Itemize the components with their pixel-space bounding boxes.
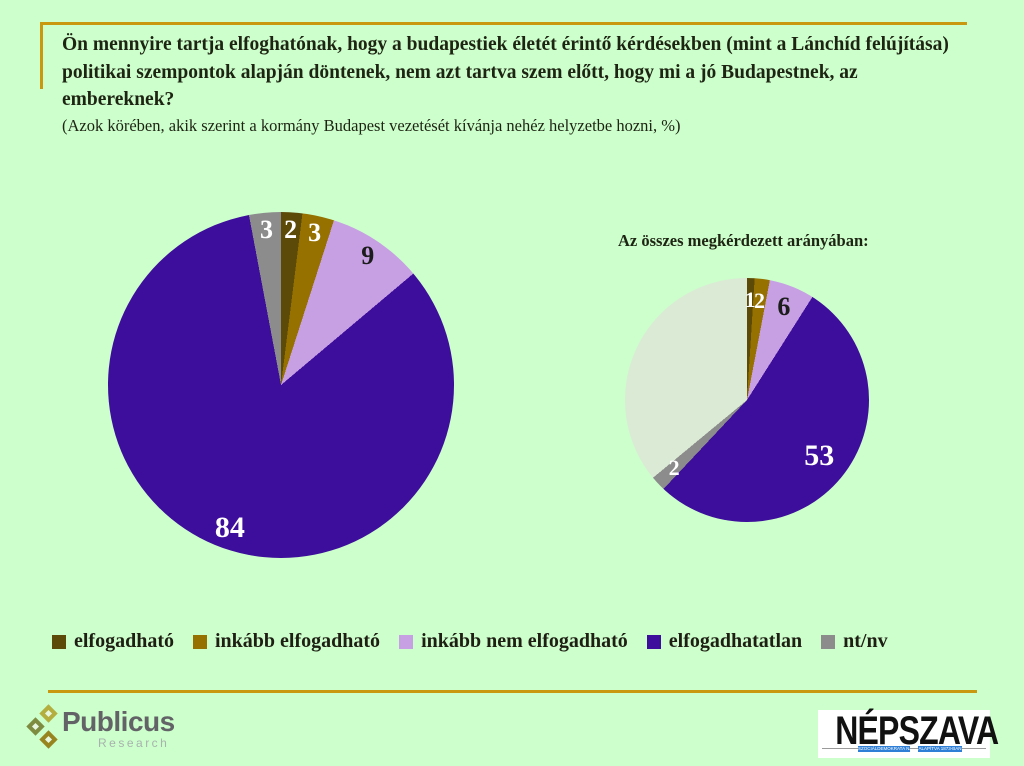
publicus-diamond-icon: [39, 730, 58, 749]
legend-item: nt/nv: [821, 630, 888, 653]
legend-item: elfogadhatatlan: [646, 630, 803, 653]
legend-label: elfogadható: [74, 630, 174, 652]
footer-accent-line: [48, 690, 977, 693]
nepszava-tagline-left: SZOCIÁLDEMOKRATA NAPILAP: [858, 746, 910, 752]
nepszava-wordmark: NÉPSZAVA: [835, 709, 999, 753]
publicus-diamond-icon: [39, 704, 58, 723]
publicus-wordmark: Publicus: [62, 706, 175, 737]
small-pie-title: Az összes megkérdezett arányában:: [618, 231, 869, 250]
legend-swatch: [193, 634, 207, 649]
pie-slice-label: 1: [744, 287, 756, 312]
publicus-logo: Publicus Research: [22, 703, 222, 758]
legend-item: elfogadható: [52, 630, 174, 653]
publicus-diamond-icon: [26, 717, 45, 736]
legend-swatch: [646, 634, 661, 649]
nepszava-tagline: SZOCIÁLDEMOKRATA NAPILAP ALAPÍTVA 1873-B…: [822, 746, 986, 752]
pie-slice-label: 2: [668, 455, 680, 481]
pie-slice-label: 84: [214, 511, 245, 545]
page-title: Ön mennyire tartja elfoghatónak, hogy a …: [62, 34, 949, 110]
main-pie-chart: 2 3 9 84 3: [108, 212, 454, 558]
pie-slice-label: 53: [804, 439, 835, 473]
comparison-pie-chart: 1 2 6 53 2: [625, 278, 869, 522]
nepszava-tagline-right: ALAPÍTVA 1873-BAN: [918, 746, 962, 752]
page-subtitle: (Azok körében, akik szerint a kormány Bu…: [62, 116, 681, 135]
nepszava-logo: NÉPSZAVA SZOCIÁLDEMOKRATA NAPILAP ALAPÍT…: [818, 709, 999, 758]
legend-swatch: [52, 634, 66, 649]
legend-label: elfogadhatatlan: [668, 630, 803, 652]
pie-slice-label: 9: [361, 240, 375, 270]
legend-item: inkább elfogadható: [193, 630, 380, 653]
title-accent-line-left: [40, 22, 43, 89]
title-accent-line-top: [40, 22, 967, 25]
legend: elfogadható inkább elfogadható inkább nem …: [52, 630, 888, 653]
legend-label: inkább elfogadható: [215, 630, 381, 652]
pie-slice-label: 2: [284, 214, 298, 244]
legend-swatch: [821, 634, 836, 649]
legend-label: inkább nem elfogadható: [421, 630, 628, 652]
publicus-research-label: Research: [98, 736, 170, 750]
pie-slice-label: 2: [754, 287, 766, 313]
pie-slice-label: 6: [777, 291, 791, 321]
legend-label: nt/nv: [843, 630, 888, 652]
legend-swatch: [399, 634, 414, 649]
legend-item: inkább nem elfogadható: [399, 630, 628, 653]
pie-slice-label: 3: [308, 217, 322, 247]
pie-slice-label: 3: [259, 214, 273, 244]
